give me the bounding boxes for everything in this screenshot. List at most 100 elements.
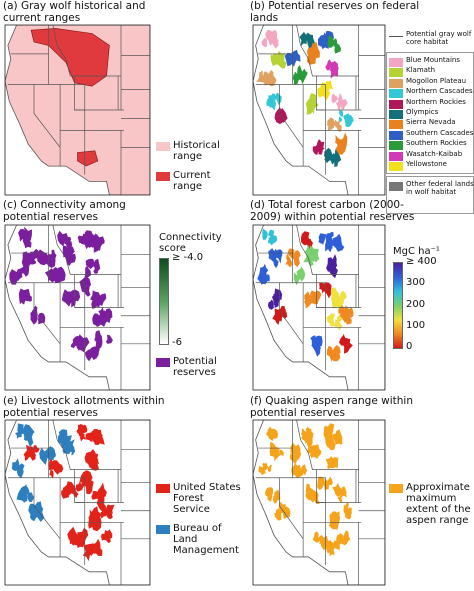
map-patch: [90, 452, 100, 465]
map-patch: [60, 487, 69, 497]
map-patch: [307, 94, 314, 105]
map-patch: [64, 246, 75, 259]
map-patch: [305, 483, 314, 494]
map-patch: [334, 148, 340, 157]
map-patch: [33, 445, 40, 453]
map-frame: [4, 224, 151, 391]
legend-label: Historical range: [173, 140, 220, 162]
legend-label: Bureau of Land Management: [173, 523, 239, 556]
legend-label: Klamath: [406, 66, 436, 75]
map-patch: [101, 533, 106, 541]
legend-swatch: [389, 68, 403, 78]
map: [4, 224, 151, 391]
map-patch: [39, 447, 49, 465]
legend-label: Northern Cascades: [406, 87, 473, 96]
colorbar-tick-label: 0: [406, 341, 413, 352]
map-patch: [294, 250, 301, 260]
map-patch: [301, 464, 308, 476]
map-patch: [77, 235, 83, 244]
state-border: [296, 225, 317, 275]
map-patch: [311, 490, 316, 498]
colorbar-tick-label: ≥ -4.0: [172, 252, 204, 263]
legend-label: Yellowstone: [406, 160, 447, 168]
legend-swatch: [389, 99, 403, 109]
map-patch: [331, 93, 338, 104]
legend-swatch: [389, 36, 403, 37]
map-patch: [84, 349, 93, 362]
map-patch: [333, 511, 340, 520]
map-patch: [85, 258, 95, 270]
map-frame: [4, 24, 151, 196]
map-patch: [95, 334, 103, 345]
map-patch: [336, 314, 342, 324]
colorbar-tick-label: ≥ 400: [406, 256, 437, 267]
legend-label: Olympics: [406, 108, 439, 116]
map-patch: [105, 504, 115, 517]
state-border: [296, 25, 317, 77]
map-patch: [97, 310, 108, 327]
map-patch: [105, 531, 111, 540]
map-patch: [83, 424, 88, 433]
map-patch: [312, 445, 320, 460]
map-patch: [327, 36, 334, 48]
map-patch: [94, 491, 105, 506]
map-patch: [268, 235, 274, 245]
map-patch: [318, 233, 326, 244]
map-patch: [27, 492, 35, 502]
map-patch: [18, 229, 27, 242]
colorbar-tick-label: 300: [406, 277, 426, 289]
map-patch: [327, 347, 333, 355]
map-patch: [268, 251, 275, 262]
map-patch: [16, 431, 22, 438]
panel-title: (f) Quaking aspen range within potential…: [250, 395, 413, 419]
map-patch: [27, 295, 32, 302]
map-patch: [21, 226, 32, 245]
map-patch: [340, 99, 348, 111]
colorbar: [159, 258, 169, 345]
map-patch: [80, 433, 86, 442]
map-patch: [30, 509, 37, 521]
map-patch: [337, 495, 343, 503]
map-patch: [336, 534, 344, 547]
map-patch: [312, 531, 320, 543]
map: [252, 419, 386, 586]
colorbar-tick-label: -6: [172, 337, 182, 348]
map-patch: [319, 282, 325, 290]
map-frame: [252, 224, 386, 391]
map-patch: [261, 37, 268, 48]
legend-swatch: [156, 358, 170, 367]
map-patch: [274, 288, 283, 300]
map-patch: [33, 501, 44, 518]
map-patch: [328, 546, 335, 557]
map-patch: [101, 507, 107, 516]
map-patch: [75, 537, 85, 549]
map-patch: [327, 80, 333, 89]
current-range: [77, 150, 99, 167]
map-patch: [292, 448, 302, 461]
panel-title: (b) Potential reserves on federal lands: [250, 0, 420, 24]
legend-swatch: [389, 89, 403, 99]
legend-swatch: [389, 182, 403, 191]
map-patch: [269, 98, 274, 106]
map-patch: [338, 433, 343, 442]
colorbar-tick-label: 200: [406, 298, 426, 310]
map-patch: [20, 263, 30, 277]
map-patch: [329, 317, 334, 327]
map-patch: [275, 92, 282, 106]
map-patch: [264, 488, 270, 497]
legend-swatch: [156, 172, 170, 181]
colorbar-label: Connectivity score: [159, 232, 222, 254]
map-patch: [345, 316, 352, 325]
map-patch: [347, 507, 352, 516]
map-patch: [93, 235, 105, 251]
legend-label: Northern Rockies: [406, 97, 466, 106]
state-border: [52, 225, 75, 275]
map-patch: [69, 533, 76, 545]
map-patch: [274, 53, 284, 65]
state-border: [296, 420, 317, 470]
colorbar-label: MgC ha⁻¹: [393, 246, 440, 257]
legend-swatch: [389, 484, 403, 493]
legend-label: United States Forest Service: [173, 482, 241, 515]
map-patch: [83, 544, 90, 551]
map-patch: [103, 312, 111, 323]
